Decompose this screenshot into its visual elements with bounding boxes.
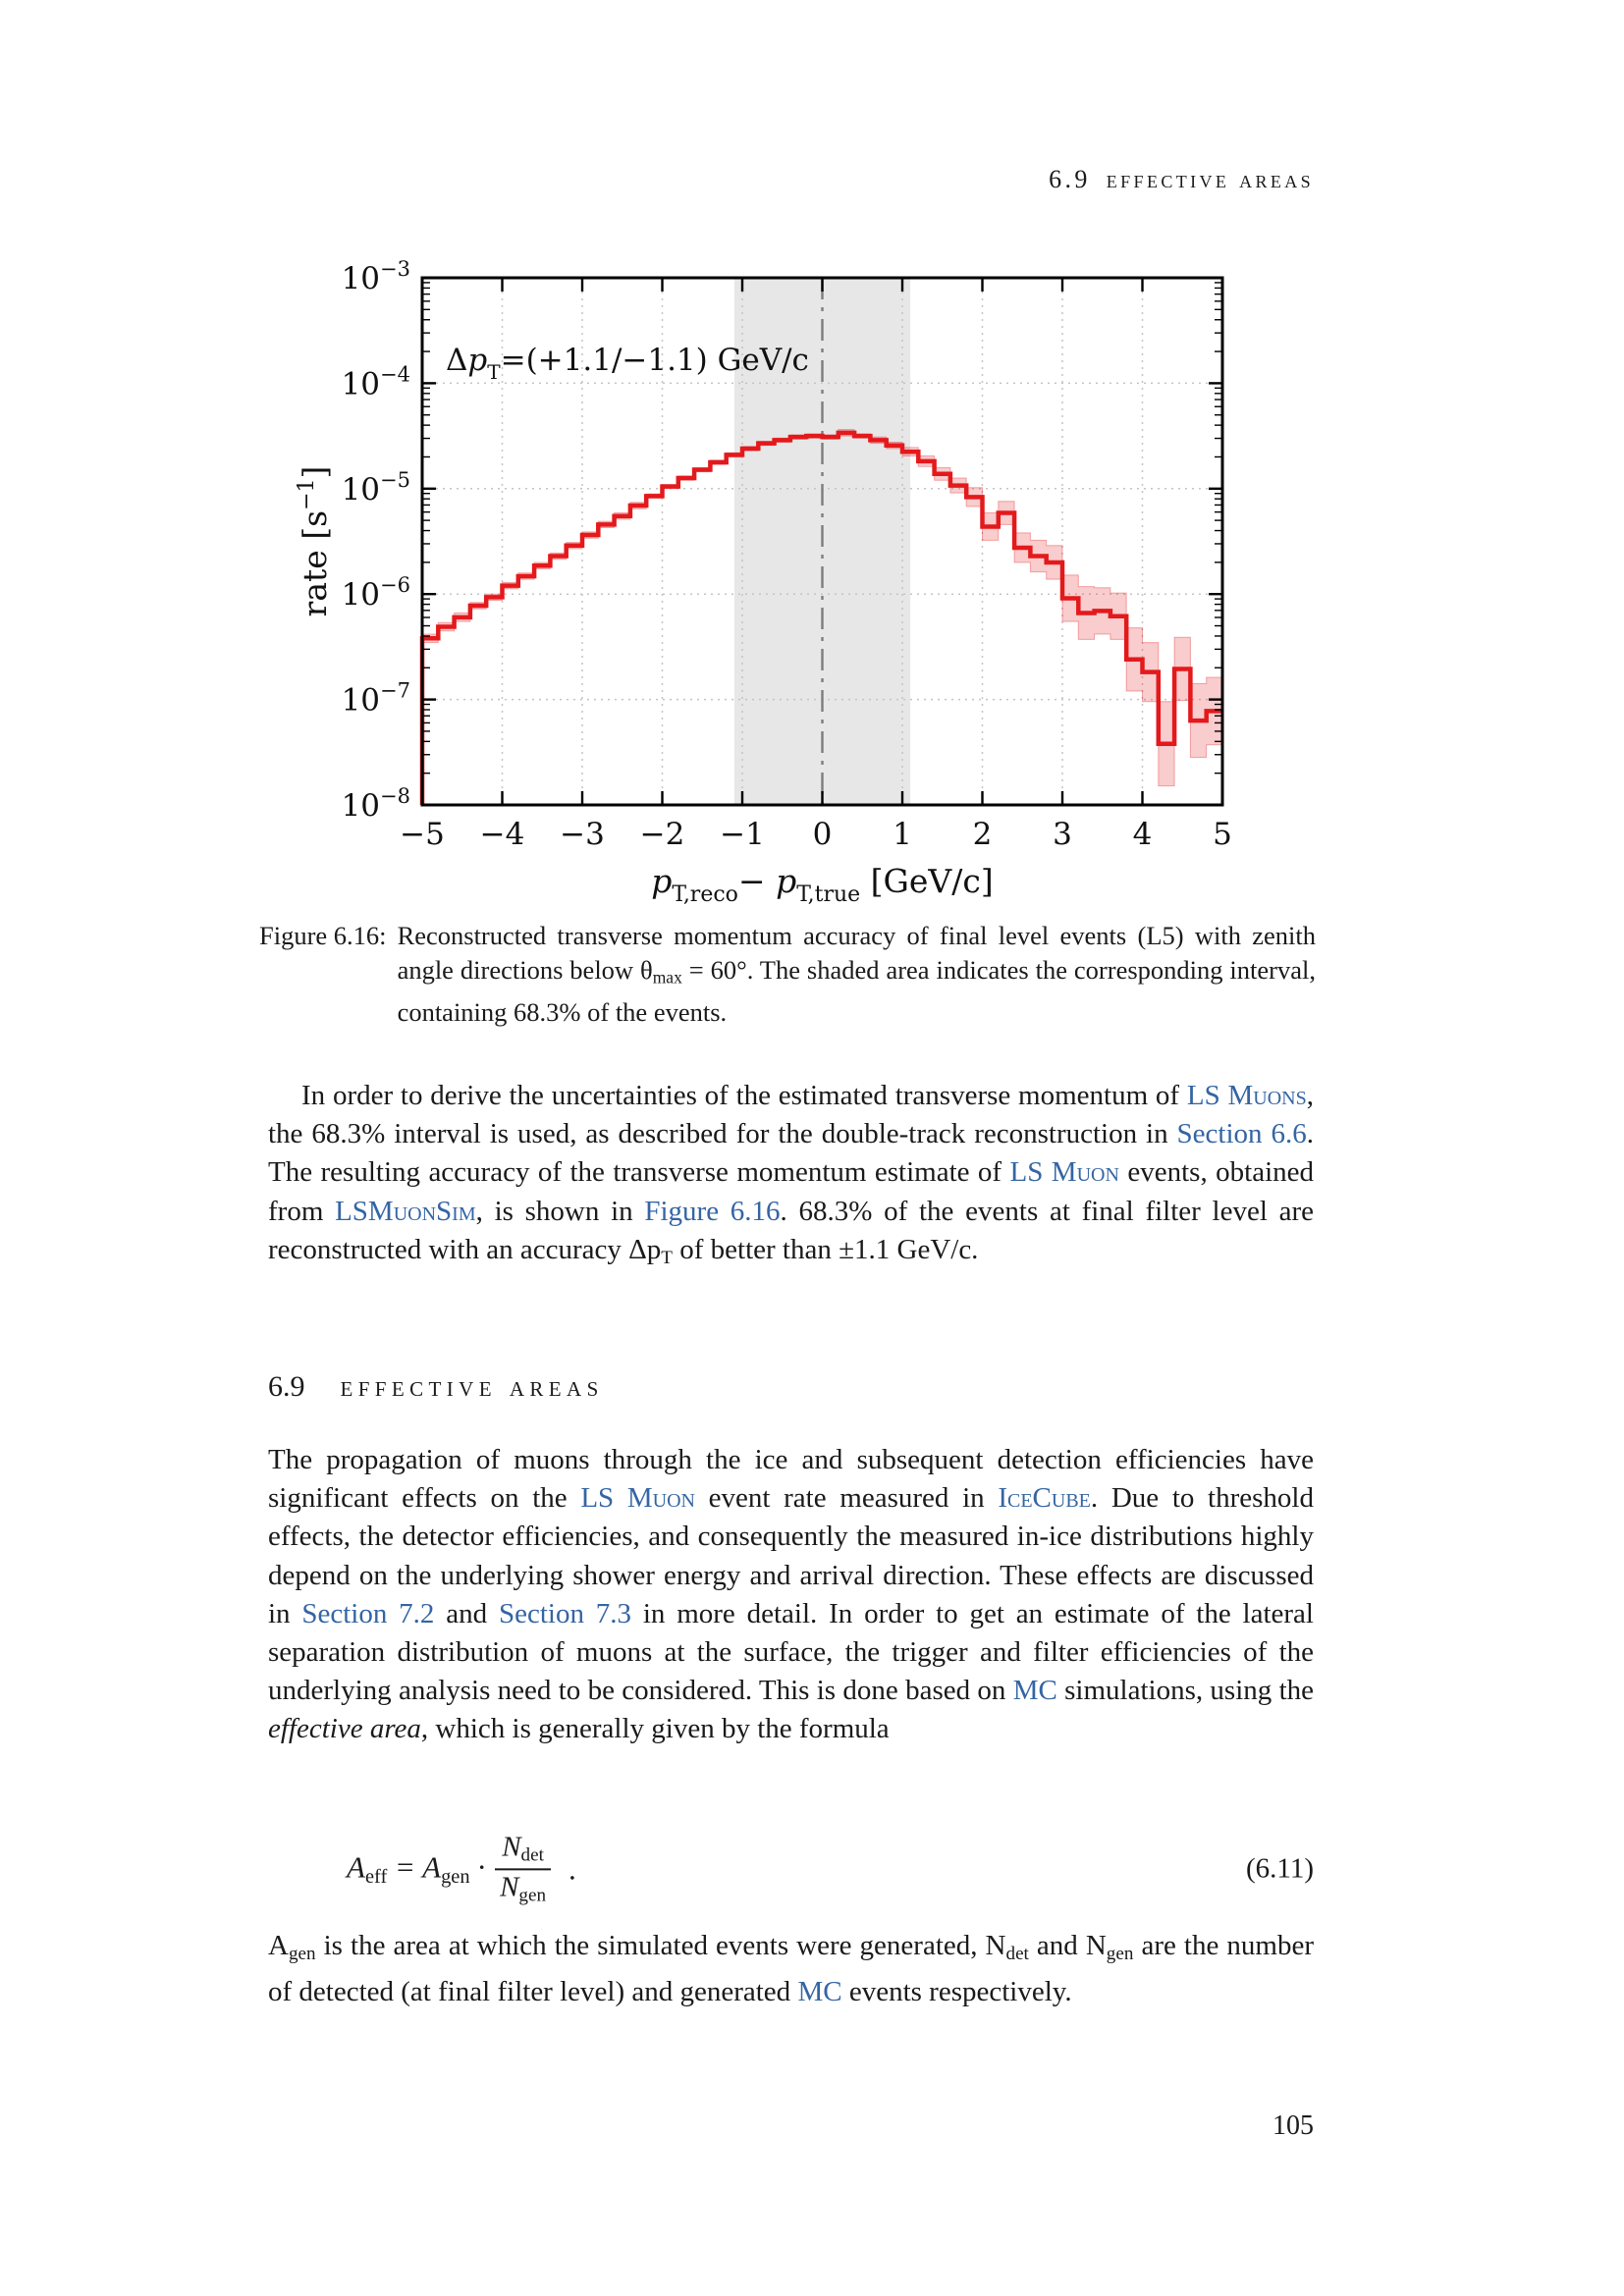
inline-link[interactable]: MC	[797, 1976, 842, 2008]
svg-text:−5: −5	[400, 817, 445, 852]
y-axis-label: rate [s−1]	[295, 466, 334, 617]
text-run: = 60°. The shaded area indicates the cor…	[397, 955, 1316, 1027]
svg-text:10−7: 10−7	[342, 679, 410, 719]
svg-text:10−5: 10−5	[342, 468, 410, 507]
svg-text:10−8: 10−8	[342, 784, 410, 824]
y-tick-labels: 10−3 10−4 10−5 10−6 10−7 10−8	[342, 257, 410, 824]
text-run: . The resulting accuracy of the transver…	[268, 1118, 1314, 1189]
text-run: and	[434, 1597, 499, 1629]
equation-denominator: Ngen	[495, 1868, 552, 1907]
paragraph-effective-areas: The propagation of muons through the ice…	[268, 1441, 1314, 1749]
inline-link[interactable]: Section 7.3	[498, 1597, 632, 1629]
inline-link[interactable]: LS Muon	[580, 1482, 695, 1515]
inline-link[interactable]: Section 7.2	[301, 1597, 435, 1629]
svg-text:−2: −2	[640, 817, 685, 852]
equation-6-11: Aeff = Agen · Ndet Ngen . (6.11)	[268, 1818, 1314, 1920]
running-header: 6.9 effective areas	[1049, 165, 1314, 194]
text-run: det	[1005, 1944, 1029, 1965]
svg-text:2: 2	[973, 817, 993, 852]
text-run: of better than ±1.1 GeV/c.	[672, 1233, 979, 1265]
inline-link[interactable]: Section 6.6	[1176, 1118, 1307, 1150]
inline-link[interactable]: LS Muon	[1009, 1156, 1119, 1189]
equation-period: .	[568, 1851, 576, 1886]
text-run: event rate measured in	[694, 1482, 999, 1515]
equation-fraction: Ndet Ngen	[495, 1831, 552, 1907]
text-run: , is shown in	[475, 1195, 645, 1227]
axis-ticks	[420, 276, 1224, 807]
text-run: events respectively.	[841, 1976, 1072, 2008]
svg-text:1: 1	[893, 817, 912, 852]
text-run: and N	[1028, 1930, 1107, 1961]
svg-text:10−6: 10−6	[342, 573, 410, 613]
rate-step-line	[419, 430, 1222, 805]
section-title: effective areas	[340, 1370, 604, 1403]
text-run: gen	[518, 1885, 547, 1906]
text-run: N	[502, 1831, 521, 1863]
figure-caption-label: Figure 6.16:	[259, 921, 387, 950]
text-run: . 68.3% of the events at final filter le…	[268, 1195, 1314, 1265]
paragraph-uncertainties: In order to derive the uncertainties of …	[268, 1077, 1314, 1277]
text-run: gen	[288, 1944, 316, 1965]
equation-numerator: Ndet	[497, 1831, 549, 1868]
svg-text:−1: −1	[720, 817, 765, 852]
svg-text:0: 0	[813, 817, 833, 852]
x-axis-label: pT,reco− pT,true [GeV/c]	[651, 862, 993, 907]
paragraph-agen: Agen is the area at which the simulated …	[268, 1927, 1314, 2012]
text-run: ·	[469, 1849, 486, 1885]
text-run: . Due to threshold effects, the detector…	[268, 1482, 1314, 1629]
svg-text:−3: −3	[560, 817, 605, 852]
running-header-number: 6.9	[1049, 165, 1091, 193]
inline-link[interactable]: LSMuonSim	[335, 1195, 476, 1227]
text-run: =	[387, 1849, 423, 1885]
figure-caption: Figure 6.16: Reconstructed transverse mo…	[259, 919, 1316, 1030]
svg-text:10−3: 10−3	[342, 257, 410, 296]
text-run: A	[268, 1930, 289, 1961]
x-tick-labels: −5 −4 −3 −2 −1 0 1 2 3 4 5	[400, 817, 1232, 852]
figure-6-16: −5 −4 −3 −2 −1 0 1 2 3 4 5 10−3 10−4 10−5 10−6 10−7 10−8…	[236, 221, 1335, 908]
text-run: max	[652, 967, 682, 988]
text-run: A	[347, 1849, 365, 1885]
svg-text:10−4: 10−4	[342, 362, 410, 401]
text-run: In order to derive the uncertainties of …	[301, 1080, 1187, 1111]
svg-text:3: 3	[1053, 817, 1072, 852]
equation-number: (6.11)	[1246, 1852, 1314, 1885]
text-run: in more detail. In order to get an estim…	[268, 1597, 1314, 1707]
inline-link[interactable]: IceCube	[998, 1482, 1091, 1515]
text-run: T	[661, 1247, 673, 1268]
inline-link[interactable]: MC	[1012, 1675, 1057, 1707]
text-run: , which is generally given by the formul…	[420, 1713, 890, 1745]
text-run: A	[422, 1849, 442, 1885]
text-run: simulations, using the	[1056, 1675, 1314, 1707]
text-run: eff	[364, 1865, 388, 1888]
text-run: , the 68.3% interval is used, as describ…	[268, 1080, 1314, 1150]
svg-text:5: 5	[1213, 817, 1232, 852]
inline-link[interactable]: LS Muons	[1186, 1080, 1307, 1111]
text-run: det	[520, 1844, 544, 1866]
figure-caption-text: Reconstructed transverse momentum accura…	[398, 919, 1316, 1030]
momentum-accuracy-chart: −5 −4 −3 −2 −1 0 1 2 3 4 5 10−3 10−4 10−5 10−6 10−7 10−8…	[295, 257, 1232, 907]
svg-text:4: 4	[1133, 817, 1153, 852]
text-run: is the area at which the simulated event…	[315, 1930, 1006, 1961]
text-run: gen	[1106, 1944, 1134, 1965]
page-number: 105	[1272, 2110, 1314, 2141]
section-number: 6.9	[268, 1370, 305, 1403]
text-run: Reconstructed transverse momentum accura…	[397, 921, 1316, 985]
section-heading: 6.9 effective areas	[268, 1370, 604, 1404]
text-run: N	[500, 1871, 519, 1903]
text-run: effective area	[268, 1713, 421, 1745]
text-run: The propagation of muons through the ice…	[268, 1444, 1314, 1515]
equation-lhs: Aeff = Agen ·	[347, 1849, 485, 1889]
text-run: are the number of detected (at final fil…	[268, 1930, 1314, 2008]
delta-pt-annotation: ΔpT=(+1.1/−1.1) GeV/c	[446, 343, 809, 384]
svg-text:−4: −4	[480, 817, 525, 852]
running-header-title: effective areas	[1106, 165, 1314, 193]
equation-body: Aeff = Agen · Ndet Ngen .	[347, 1831, 576, 1906]
text-run: gen	[441, 1865, 470, 1888]
text-run: events, obtained from	[268, 1156, 1314, 1227]
inline-link[interactable]: Figure 6.16	[644, 1195, 781, 1227]
